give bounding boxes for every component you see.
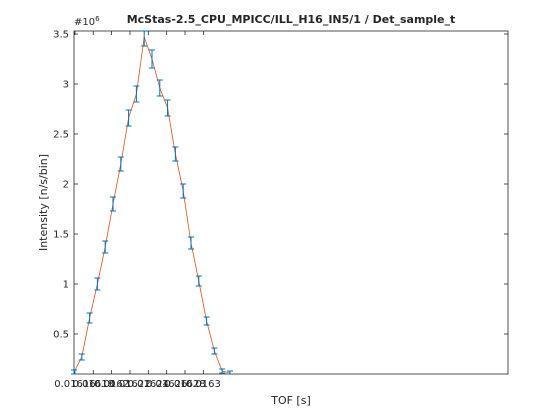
error-bar [195, 275, 202, 287]
error-bar [125, 109, 132, 127]
error-bar [148, 49, 155, 69]
x-axis-title: TOF [s] [270, 394, 311, 407]
error-bar [211, 347, 218, 355]
y-tick-label: 2.5 [53, 130, 69, 141]
error-bar [94, 277, 101, 291]
y-axis-exponent-base: #10 [74, 17, 95, 28]
error-bar [226, 370, 233, 375]
error-bar [133, 85, 140, 103]
x-tick-label: 0.01626 [146, 379, 187, 390]
error-bar [219, 368, 226, 374]
error-bar [102, 240, 109, 254]
error-bar [117, 156, 124, 172]
y-tick-label: 3 [63, 80, 69, 91]
error-bar [78, 353, 85, 361]
error-bar [172, 146, 179, 162]
error-bar [86, 312, 93, 324]
x-tick-label: 0.0163 [186, 379, 221, 390]
y-axis-exponent-power: 6 [95, 15, 100, 23]
series-layer [71, 30, 233, 375]
y-axis: 0.5 1 1.5 2 2.5 3 3.5 [53, 30, 508, 341]
x-tick-label: 0.01616 [54, 379, 95, 390]
y-axis-exponent: #106 [74, 15, 100, 28]
error-bar [109, 196, 116, 212]
x-tick-label: 0.01622 [109, 379, 150, 390]
error-bar [164, 99, 171, 117]
x-tick-label: 0.0162 [94, 379, 129, 390]
y-tick-label: 1.5 [53, 230, 69, 241]
error-bar [71, 369, 77, 375]
y-tick-label: 1 [63, 280, 69, 291]
y-tick-label: 2 [63, 180, 69, 191]
chart-title: McStas-2.5_CPU_MPICC/ILL_H16_IN5/1 / Det… [127, 13, 456, 26]
error-bar [203, 316, 210, 326]
error-bar [156, 79, 163, 97]
y-axis-title: Intensity [n/s/bin] [37, 154, 50, 251]
error-bar [141, 30, 148, 47]
y-tick-label: 0.5 [53, 330, 69, 341]
plot-area [73, 30, 509, 375]
x-tick-label: 0.01618 [73, 379, 114, 390]
x-tick-label: 0.01624 [128, 379, 169, 390]
y-tick-label: 3.5 [53, 30, 69, 41]
error-bar [180, 183, 187, 199]
x-axis: 0.016160.016180.01620.016220.016240.0162… [54, 31, 221, 390]
error-bar [187, 236, 194, 250]
x-tick-label: 0.01628 [164, 379, 205, 390]
